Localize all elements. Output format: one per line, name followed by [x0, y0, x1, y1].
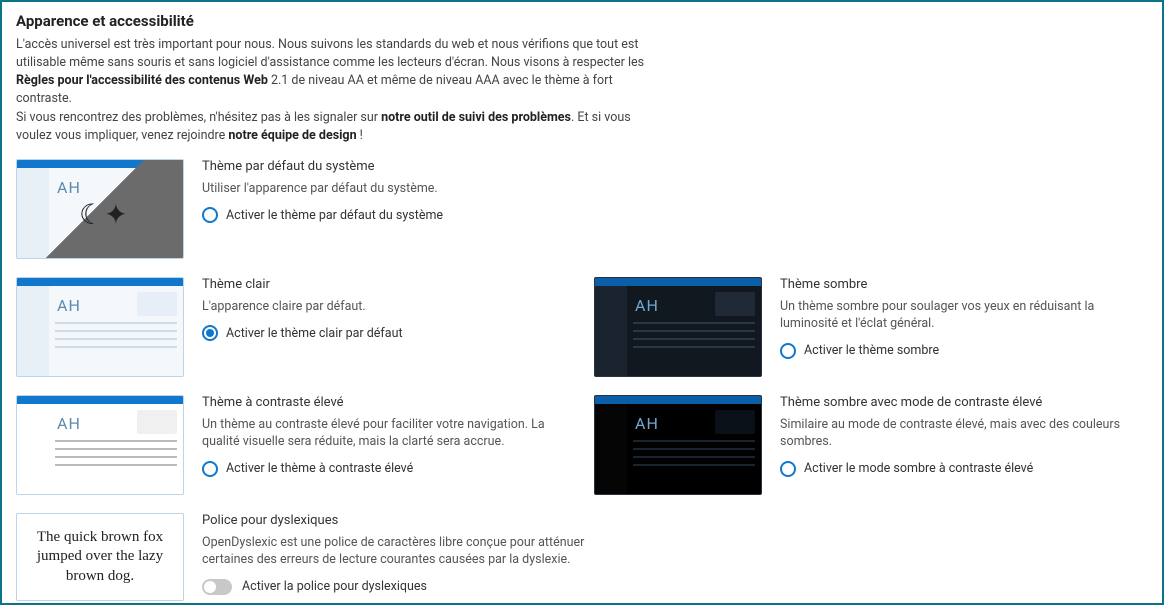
theme-system-radio[interactable]: Activer le thème par défaut du système — [202, 207, 443, 223]
theme-light-radio-label: Activer le thème clair par défaut — [226, 326, 403, 341]
theme-dark-thumbnail[interactable]: AH — [594, 277, 762, 377]
thumbnail-initials: AH — [57, 296, 81, 315]
theme-light-desc: L'apparence claire par défaut. — [202, 298, 570, 316]
radio-icon — [202, 461, 218, 477]
theme-dark-desc: Un thème sombre pour soulager vos yeux e… — [780, 298, 1148, 333]
intro-text: L'accès universel est très important pou… — [16, 36, 656, 145]
dyslexic-font-sample: The quick brown fox jumped over the lazy… — [16, 513, 184, 601]
theme-light-thumbnail[interactable]: AH — [16, 277, 184, 377]
theme-highcontrast-radio-label: Activer le thème à contraste élevé — [226, 461, 413, 476]
toggle-icon — [202, 579, 232, 595]
theme-system-radio-label: Activer le thème par défaut du système — [226, 208, 443, 223]
theme-dark-radio-label: Activer le thème sombre — [804, 343, 939, 358]
theme-darkhc-desc: Similaire au mode de contraste élevé, ma… — [780, 416, 1148, 451]
dyslexic-title: Police pour dyslexiques — [202, 513, 636, 528]
thumbnail-initials: AH — [635, 296, 659, 315]
theme-darkhc-title: Thème sombre avec mode de contraste élev… — [780, 395, 1148, 410]
theme-highcontrast-radio[interactable]: Activer le thème à contraste élevé — [202, 461, 570, 477]
radio-icon — [780, 343, 796, 359]
theme-highcontrast-desc: Un thème au contraste élevé pour facilit… — [202, 416, 570, 451]
intro-seg5: ! — [357, 128, 363, 143]
theme-system-desc: Utiliser l'apparence par défaut du systè… — [202, 180, 443, 198]
intro-seg1: L'accès universel est très important pou… — [16, 37, 644, 70]
theme-system-title: Thème par défaut du système — [202, 159, 443, 174]
thumbnail-initials: AH — [635, 414, 659, 433]
theme-highcontrast-thumbnail[interactable]: AH — [16, 395, 184, 495]
thumbnail-initials: AH — [57, 414, 81, 433]
intro-wcag-link[interactable]: Règles pour l'accessibilité des contenus… — [16, 73, 268, 88]
thumbnail-initials: AH — [57, 178, 81, 197]
theme-light-title: Thème clair — [202, 277, 570, 292]
theme-system-thumbnail[interactable]: AH ☾✦ — [16, 159, 184, 259]
day-night-icon: ☾✦ — [79, 198, 128, 231]
dyslexic-desc: OpenDyslexic est une police de caractère… — [202, 534, 636, 569]
dyslexic-toggle[interactable]: Activer la police pour dyslexiques — [202, 579, 636, 595]
radio-icon — [202, 207, 218, 223]
intro-team-link[interactable]: notre équipe de design — [228, 128, 356, 143]
theme-darkhc-thumbnail[interactable]: AH — [594, 395, 762, 495]
theme-dark-title: Thème sombre — [780, 277, 1148, 292]
theme-dark-radio[interactable]: Activer le thème sombre — [780, 343, 1148, 359]
theme-darkhc-radio-label: Activer le mode sombre à contraste élevé — [804, 461, 1033, 476]
theme-highcontrast-title: Thème à contraste élevé — [202, 395, 570, 410]
page-heading: Apparence et accessibilité — [16, 12, 1148, 30]
theme-darkhc-radio[interactable]: Activer le mode sombre à contraste élevé — [780, 461, 1148, 477]
intro-tracker-link[interactable]: notre outil de suivi des problèmes — [381, 110, 571, 125]
radio-icon — [780, 461, 796, 477]
theme-light-radio[interactable]: Activer le thème clair par défaut — [202, 325, 570, 341]
dyslexic-toggle-label: Activer la police pour dyslexiques — [242, 579, 427, 594]
radio-icon — [202, 325, 218, 341]
intro-seg3: Si vous rencontrez des problèmes, n'hési… — [16, 110, 381, 125]
